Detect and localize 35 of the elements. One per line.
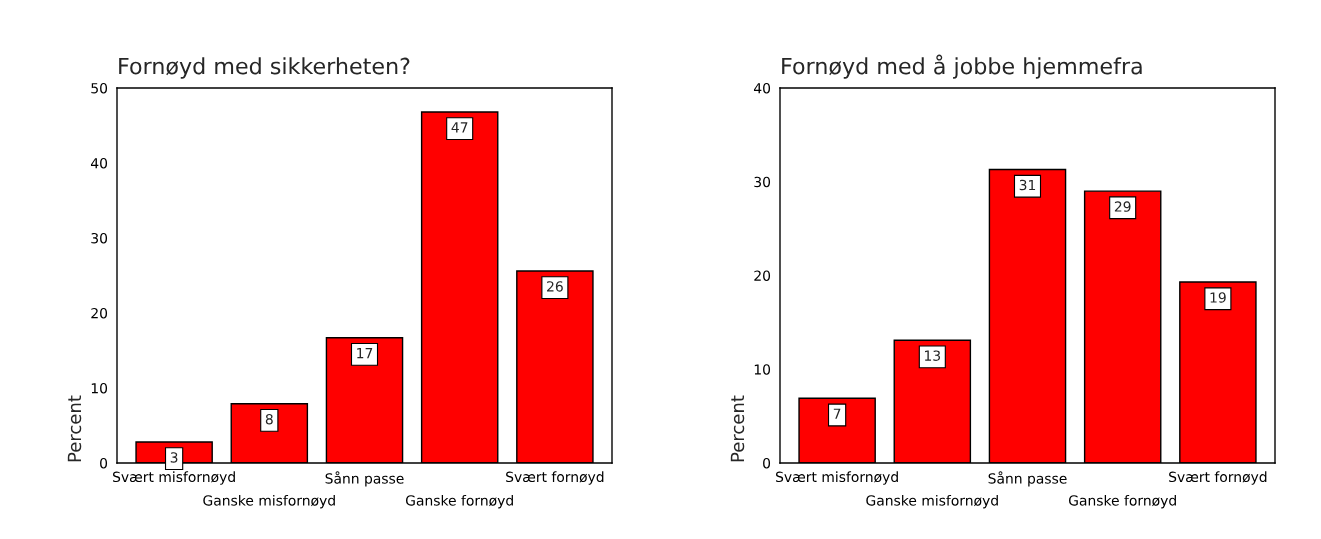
data-label: 7 — [833, 408, 841, 419]
y-tick-label: 20 — [754, 270, 771, 281]
y-axis-title: Percent — [67, 395, 82, 462]
data-label: 26 — [547, 281, 563, 292]
y-tick-label: 30 — [754, 176, 771, 188]
chart-title: Fornøyd med å jobbe hjemmefra — [782, 54, 1142, 79]
x-tick-label: Ganske fornøyd — [1068, 494, 1176, 509]
data-label: 31 — [1019, 179, 1036, 191]
chart-title: Fornøyd med sikkerheten? — [119, 57, 410, 79]
y-tick-label: 30 — [91, 232, 108, 244]
y-tick-label: 0 — [100, 457, 108, 469]
y-tick-label: 50 — [91, 82, 108, 94]
x-tick-label: Ganske misfornøyd — [866, 494, 998, 509]
data-label: 19 — [1210, 292, 1226, 303]
y-tick-label: 40 — [753, 82, 771, 94]
data-label: 17 — [357, 348, 373, 359]
x-tick-label: Ganske misfornøyd — [203, 494, 335, 509]
x-tick-label: Ganske fornøyd — [405, 494, 513, 509]
y-tick-label: 40 — [90, 157, 108, 169]
y-axis-title: Percent — [730, 395, 745, 462]
y-tick-label: 10 — [91, 382, 108, 394]
data-label: 3 — [170, 452, 178, 463]
data-label: 47 — [451, 122, 468, 133]
x-tick-label: Sånn passe — [988, 471, 1067, 487]
x-tick-label: Sånn passe — [325, 471, 404, 487]
y-tick-label: 10 — [754, 364, 771, 375]
data-label: 13 — [925, 350, 941, 361]
data-label: 8 — [265, 413, 273, 425]
x-tick-label: Svært fornøyd — [1169, 471, 1267, 485]
data-label: 29 — [1114, 201, 1131, 212]
x-tick-label: Svært misfornøyd — [776, 471, 898, 485]
x-tick-label: Svært fornøyd — [506, 471, 604, 485]
x-tick-label: Svært misfornøyd — [113, 471, 235, 485]
y-tick-label: 20 — [91, 307, 108, 319]
y-tick-label: 0 — [763, 457, 771, 469]
